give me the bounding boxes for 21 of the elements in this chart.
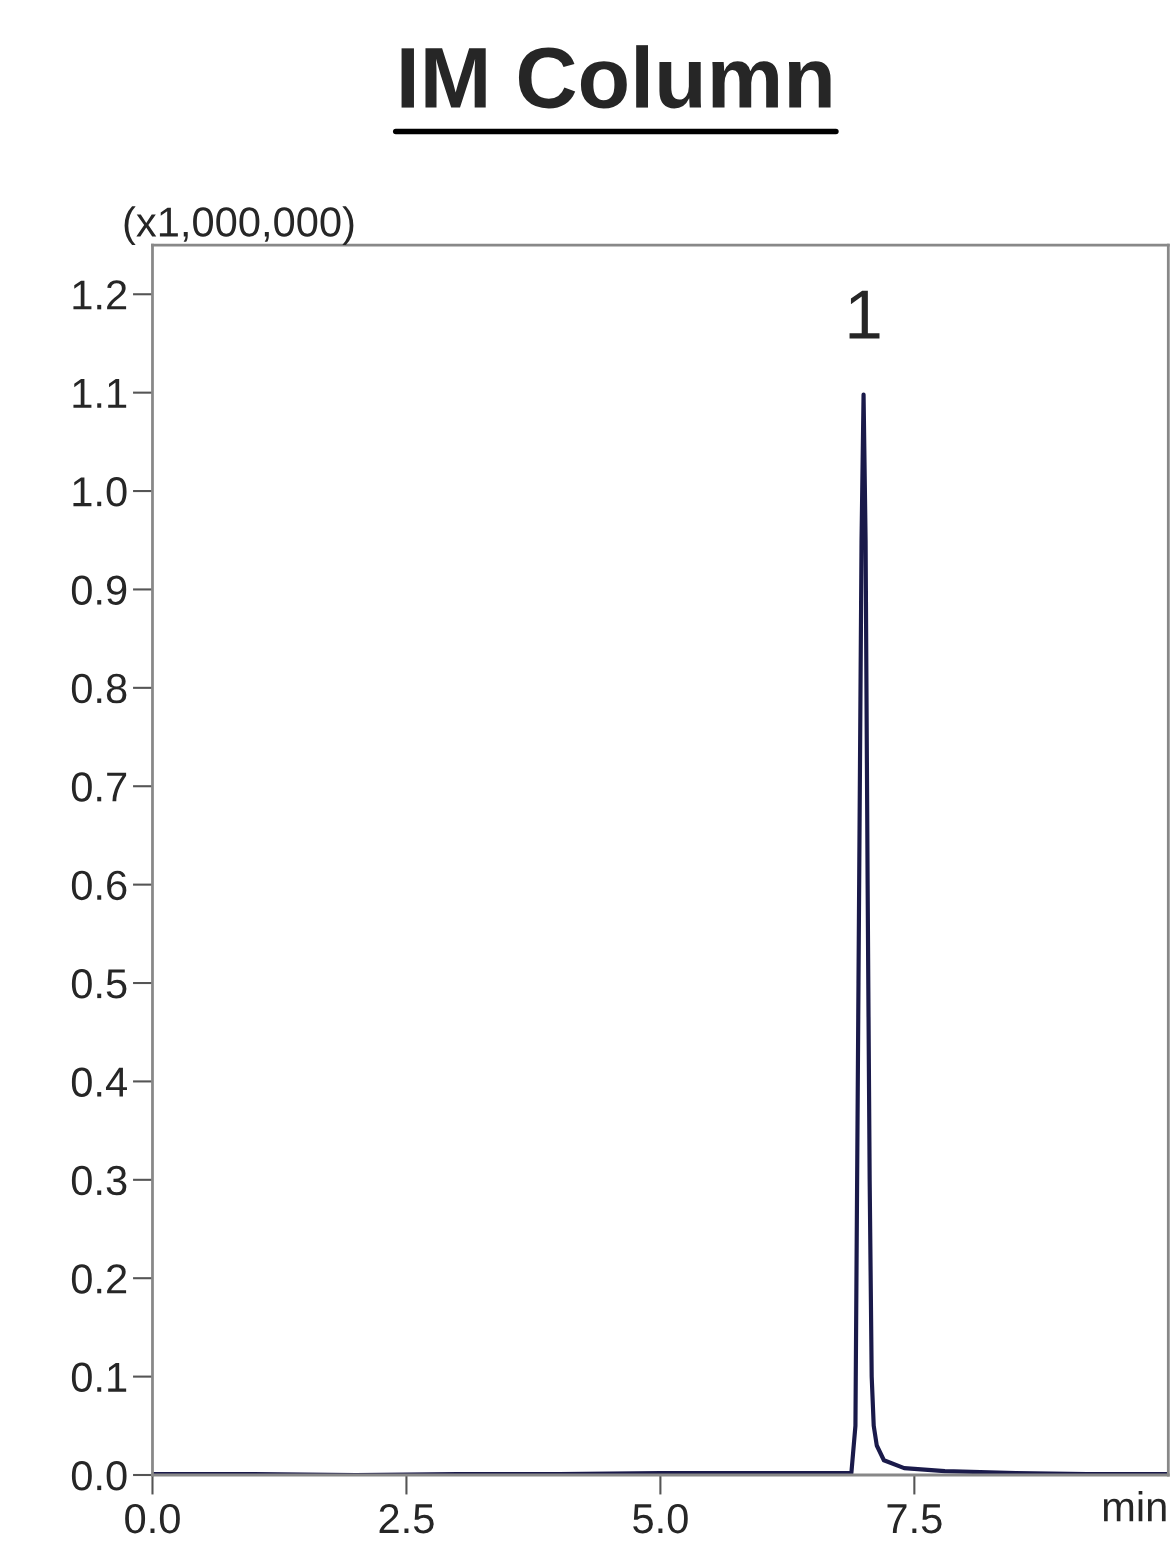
y-tick-label: 0.0 xyxy=(71,1461,127,1491)
x-axis-title: min xyxy=(1103,1490,1166,1522)
chart-title: IM Column xyxy=(401,45,831,109)
y-tick-label: 0.2 xyxy=(71,1264,127,1294)
x-tick-label: 5.0 xyxy=(633,1503,688,1534)
y-tick-label: 0.9 xyxy=(71,575,127,605)
y-tick-label: 0.1 xyxy=(71,1362,127,1393)
y-tick-label: 1.1 xyxy=(73,379,127,408)
y-tick-label: 1.0 xyxy=(73,477,127,507)
y-tick-label: 0.5 xyxy=(71,969,127,999)
annotation: 1 xyxy=(849,290,880,339)
y-tick-label: 0.7 xyxy=(71,772,127,802)
y-tick-label: 0.8 xyxy=(71,673,127,704)
x-tick-label: 7.5 xyxy=(887,1504,942,1534)
y-axis-title: (x1,000,000) xyxy=(124,206,354,246)
x-tick-label: 2.5 xyxy=(379,1503,434,1534)
y-tick-label: 1.2 xyxy=(73,280,127,310)
y-tick-label: 0.6 xyxy=(71,870,127,901)
x-tick-label: 0.0 xyxy=(125,1503,180,1534)
y-tick-label: 0.4 xyxy=(71,1067,127,1097)
y-tick-label: 0.3 xyxy=(71,1165,127,1196)
